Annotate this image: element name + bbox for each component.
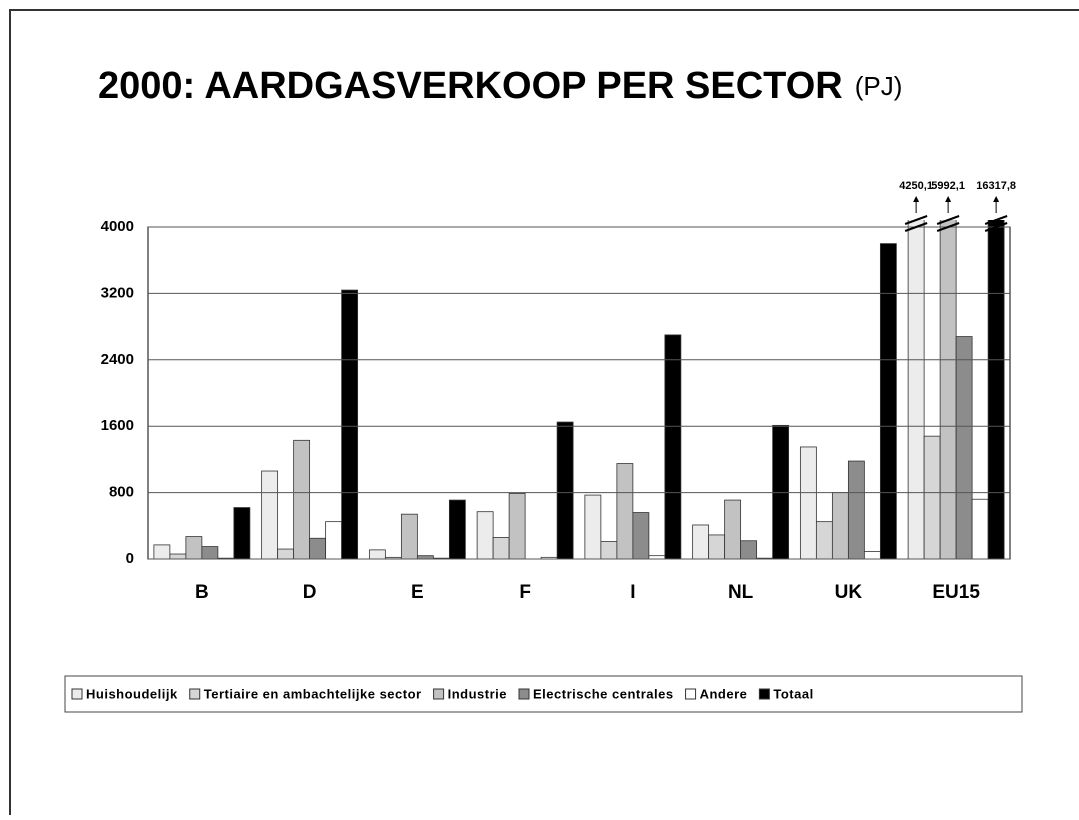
bar (708, 534, 726, 560)
bar (325, 521, 343, 560)
legend-label: Industrie (448, 686, 507, 701)
bar (368, 549, 386, 560)
y-tick-label: 3200 (101, 284, 134, 301)
x-tick-label: EU15 (932, 582, 980, 603)
legend-label: Electrische centrales (533, 686, 674, 701)
bar (923, 435, 941, 560)
legend-swatch (71, 688, 83, 700)
bar (664, 334, 682, 560)
bar (400, 513, 418, 560)
bar (907, 220, 925, 560)
bar (476, 511, 494, 560)
bar (971, 498, 989, 560)
bar (448, 499, 466, 560)
bar (815, 521, 833, 560)
bar (556, 421, 574, 560)
bar (508, 493, 526, 560)
legend-swatch (758, 688, 770, 700)
bar (584, 494, 602, 560)
plot (153, 220, 1005, 560)
bar (987, 220, 1005, 560)
x-tick-label: UK (835, 582, 863, 603)
legend-label: Tertiaire en ambachtelijke sector (204, 686, 422, 701)
value-label: 16317,8 (976, 180, 1016, 192)
bar (799, 446, 817, 560)
title-unit: (PJ) (855, 71, 903, 101)
y-tick-label: 800 (109, 484, 134, 501)
bar (879, 243, 897, 560)
legend-swatch (433, 688, 445, 700)
bar (863, 551, 881, 560)
title-text: 2000: AARDGASVERKOOP PER SECTOR (98, 65, 843, 107)
bar (233, 507, 251, 560)
bar (724, 499, 742, 560)
bar (847, 460, 865, 560)
break-mark (904, 215, 928, 225)
y-tick-label: 1600 (101, 417, 134, 434)
label-arrowhead (945, 196, 952, 202)
break-mark (984, 215, 1008, 225)
bar (341, 289, 359, 560)
break-mark (936, 222, 960, 232)
legend-label: Totaal (773, 686, 813, 701)
x-tick-label: B (195, 582, 209, 603)
x-tick-label: I (630, 582, 635, 603)
page-frame (9, 9, 1079, 815)
bar (939, 220, 957, 560)
break-mark (936, 215, 960, 225)
legend-swatch (518, 688, 530, 700)
bar (600, 541, 618, 560)
legend-label: Andere (700, 686, 748, 701)
legend (64, 675, 1023, 713)
bar (153, 544, 171, 560)
bar (955, 336, 973, 560)
chart-title: 2000: AARDGASVERKOOP PER SECTOR (PJ) (98, 65, 902, 107)
bar (616, 463, 634, 560)
bar (277, 548, 295, 560)
x-tick-label: E (411, 582, 424, 603)
bar (185, 536, 203, 560)
bar (261, 470, 279, 560)
y-tick-label: 2400 (101, 351, 134, 368)
x-tick-label: F (519, 582, 531, 603)
bar (293, 439, 311, 560)
legend-swatch (189, 688, 201, 700)
x-tick-label: NL (728, 582, 754, 603)
bar (169, 553, 187, 560)
y-tick-label: 4000 (101, 218, 134, 235)
label-arrowhead (913, 196, 920, 202)
bar (632, 512, 650, 560)
bar (201, 546, 219, 560)
bar (740, 540, 758, 560)
value-label: 4250,1 (899, 180, 933, 192)
label-arrowhead (993, 196, 1000, 202)
break-mark (904, 222, 928, 232)
value-label: 5992,1 (931, 180, 965, 192)
legend-swatch (685, 688, 697, 700)
y-tick-label: 0 (126, 550, 134, 567)
bar (831, 492, 849, 560)
legend-label: Huishoudelijk (86, 686, 178, 701)
x-tick-label: D (303, 582, 317, 603)
break-mark (984, 222, 1008, 232)
bar (309, 537, 327, 560)
bar (692, 524, 710, 560)
bar (492, 537, 510, 560)
